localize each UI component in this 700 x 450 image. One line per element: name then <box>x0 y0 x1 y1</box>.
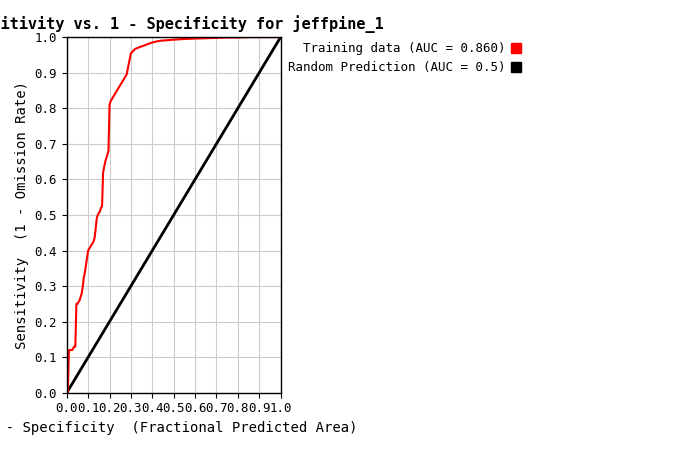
Legend: Training data (AUC = 0.860), Random Prediction (AUC = 0.5): Training data (AUC = 0.860), Random Pred… <box>283 37 528 80</box>
X-axis label: 1 - Specificity  (Fractional Predicted Area): 1 - Specificity (Fractional Predicted Ar… <box>0 421 358 435</box>
Title: Sensitivity vs. 1 - Specificity for jeffpine_1: Sensitivity vs. 1 - Specificity for jeff… <box>0 15 384 33</box>
Y-axis label: Sensitivity  (1 - Omission Rate): Sensitivity (1 - Omission Rate) <box>15 81 29 349</box>
